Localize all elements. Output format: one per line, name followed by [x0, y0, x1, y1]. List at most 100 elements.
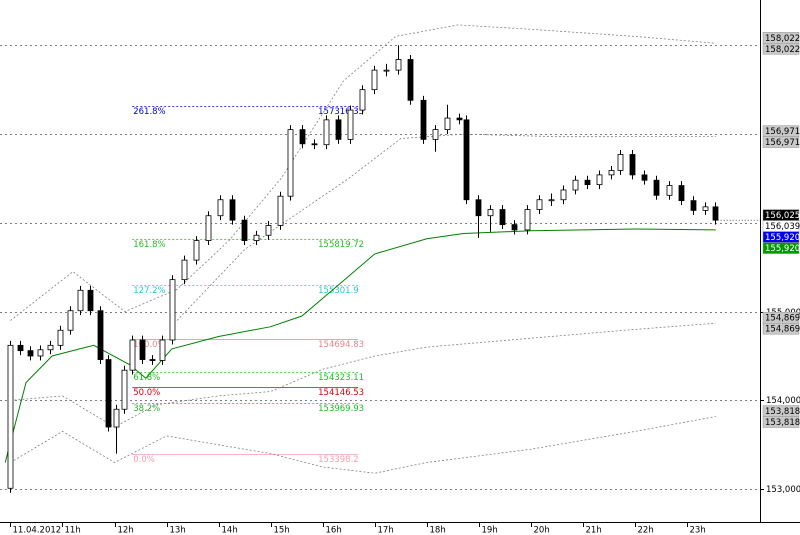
- price-label: 154,869: [765, 325, 800, 335]
- candle-body: [139, 339, 146, 360]
- candle-body: [548, 199, 555, 202]
- price-label: 156,971: [765, 127, 800, 137]
- x-tick-label: 20h: [534, 526, 550, 535]
- candle-body: [629, 154, 636, 176]
- candle-body: [383, 69, 390, 72]
- candle-body: [311, 143, 318, 146]
- price-label-box: [762, 416, 800, 428]
- fib-value: 155819.72: [318, 240, 364, 250]
- indicator-line: [10, 322, 716, 428]
- indicator-line: [10, 416, 716, 474]
- fib-percent: 127.2%: [133, 286, 165, 296]
- fib-value: 153969.93: [318, 404, 364, 414]
- candle-body: [584, 179, 591, 186]
- indicator-line: [10, 24, 716, 321]
- candle-body: [702, 206, 709, 211]
- price-label-box: [762, 43, 800, 55]
- candle-body: [666, 185, 673, 196]
- candle-body: [193, 240, 200, 261]
- candle-body: [359, 89, 366, 111]
- candle-body: [57, 329, 64, 346]
- x-tick-label: 11.04.2012: [13, 526, 62, 535]
- candle-body: [265, 225, 272, 236]
- x-tick-label: 14h: [222, 526, 238, 535]
- candle-body: [511, 224, 518, 231]
- candle-body: [17, 344, 24, 352]
- candle-body: [444, 117, 451, 131]
- x-tick-label: 16h: [326, 526, 342, 535]
- x-tick-label: 22h: [638, 526, 654, 535]
- candle-body: [67, 310, 74, 331]
- price-label: 155,920: [765, 233, 800, 243]
- candle-body: [229, 199, 236, 221]
- x-tick-label: 11h: [65, 526, 81, 535]
- y-tick-label: 153,000: [766, 485, 800, 495]
- candle-body: [712, 206, 719, 221]
- candle-body: [87, 289, 94, 312]
- candle-body: [159, 339, 166, 361]
- price-label: 156,039: [765, 222, 800, 232]
- fib-value: 154323.11: [318, 373, 364, 383]
- candle-body: [678, 185, 685, 202]
- candle-body: [277, 195, 284, 226]
- fib-percent: 161.8%: [133, 240, 165, 250]
- price-label: 153,818: [765, 407, 800, 417]
- candle-body: [335, 119, 342, 140]
- fib-value: 155301.9: [318, 286, 359, 296]
- x-tick-label: 12h: [118, 526, 134, 535]
- fib-value: 153398.2: [318, 455, 359, 465]
- candle-body: [432, 129, 439, 140]
- x-tick-label: 13h: [170, 526, 186, 535]
- candle-body: [617, 154, 624, 171]
- candle-body: [407, 59, 414, 101]
- candle-body: [608, 170, 615, 176]
- candle-body: [37, 349, 44, 357]
- candle-body: [456, 117, 463, 121]
- candle-body: [149, 359, 156, 361]
- candle-body: [7, 344, 14, 489]
- candle-body: [121, 369, 128, 410]
- x-tick-label: 18h: [430, 526, 446, 535]
- price-label-box: [762, 322, 800, 335]
- price-label: 156,025: [765, 211, 800, 221]
- candle-body: [524, 209, 531, 231]
- candle-body: [347, 109, 354, 140]
- fib-value: 154694.83: [318, 340, 364, 350]
- price-label-box: [762, 136, 800, 148]
- candle-body: [77, 289, 84, 312]
- price-label: 154,869: [765, 314, 800, 324]
- fib-percent: 50.0%: [133, 388, 160, 398]
- candle-body: [395, 59, 402, 71]
- candle-body: [690, 200, 697, 211]
- candle-body: [217, 199, 224, 217]
- x-tick-label: 19h: [482, 526, 498, 535]
- candle-body: [169, 279, 176, 341]
- fib-percent: 261.8%: [133, 107, 165, 117]
- candle-body: [205, 215, 212, 241]
- price-label: 153,818: [765, 418, 800, 428]
- candle-body: [596, 174, 603, 186]
- candle-body: [572, 179, 579, 191]
- candle-body: [323, 119, 330, 146]
- candle-body: [181, 259, 188, 281]
- x-tick-label: 17h: [378, 526, 394, 535]
- x-tick-label: 21h: [586, 526, 602, 535]
- y-tick-label: 154,000: [766, 396, 800, 406]
- indicator-line: [4, 228, 716, 463]
- candle-body: [487, 209, 494, 217]
- candle-body: [299, 129, 306, 145]
- price-label: 155,920: [765, 244, 800, 254]
- candle-body: [560, 189, 567, 201]
- candle-body: [113, 408, 120, 428]
- candle-body: [475, 199, 482, 217]
- candle-body: [463, 119, 470, 201]
- indicator-line: [176, 133, 716, 321]
- x-tick-label: 23h: [690, 526, 706, 535]
- fib-percent: 100.0%: [133, 340, 165, 350]
- fib-percent: 0.0%: [133, 455, 155, 465]
- candle-body: [129, 339, 136, 371]
- fib-value: 157316.35: [318, 107, 364, 117]
- candle-body: [536, 199, 543, 210]
- candle-body: [653, 179, 660, 196]
